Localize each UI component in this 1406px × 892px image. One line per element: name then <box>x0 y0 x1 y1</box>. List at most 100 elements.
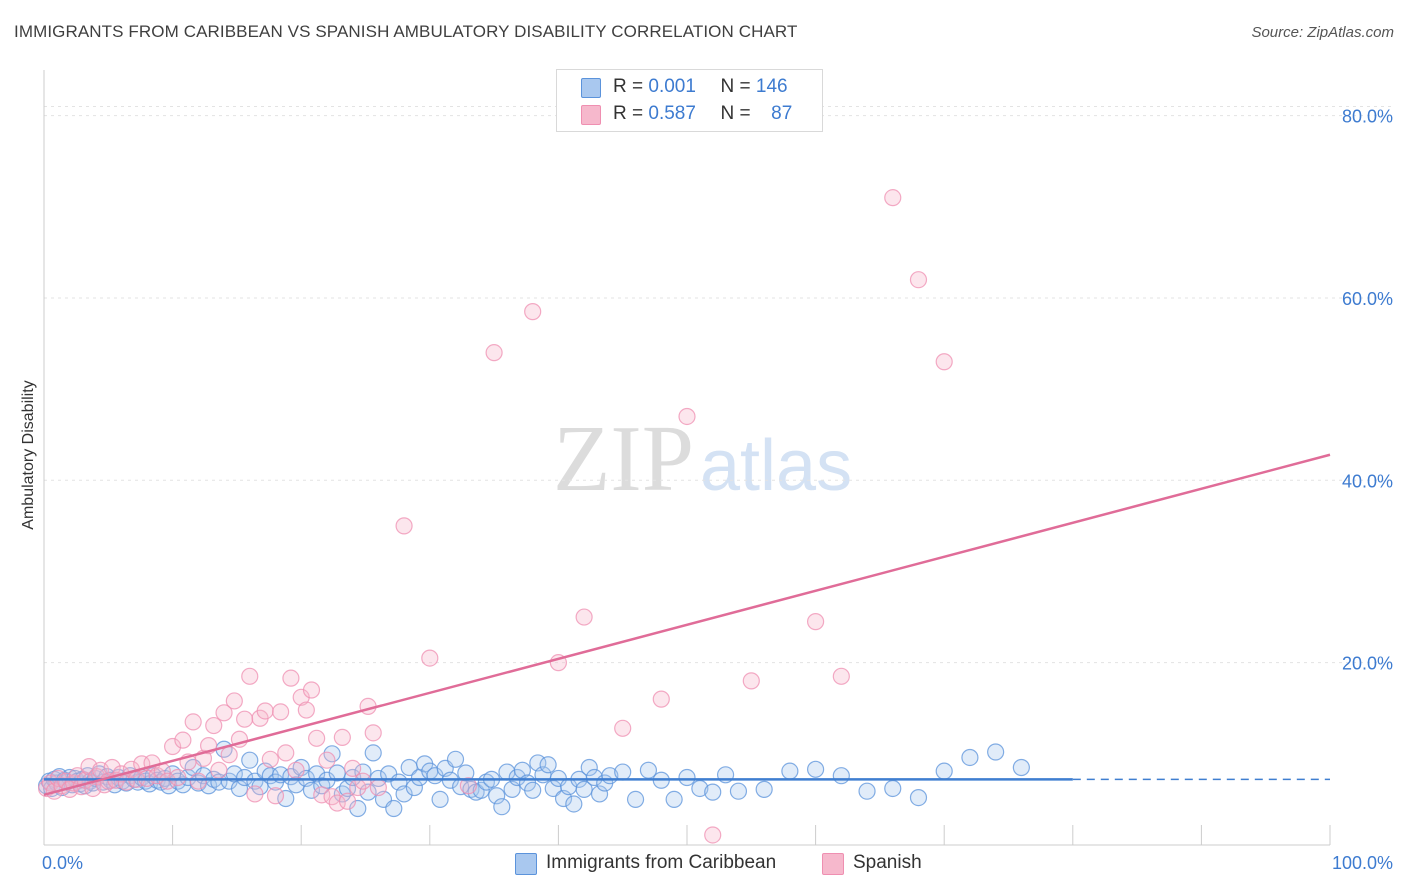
data-point <box>961 748 979 767</box>
correlation-legend: R = 0.001 N = 146 R = 0.587 N = 87 <box>556 69 823 132</box>
data-point <box>987 743 1005 761</box>
data-point <box>292 758 310 777</box>
source-label[interactable]: Source: ZipAtlas.com <box>1251 24 1394 41</box>
data-point <box>590 785 609 803</box>
data-point <box>832 667 850 685</box>
legend-swatch-spanish <box>581 105 601 125</box>
data-point <box>215 704 233 722</box>
data-point <box>364 724 382 742</box>
tick-labels: 20.0% 40.0% 60.0% 80.0% 0.0% 100.0% <box>42 107 1393 873</box>
data-point <box>287 761 305 779</box>
data-point <box>459 777 477 795</box>
y-axis-label: Ambulatory Disability <box>20 380 37 530</box>
y-tick-label: 40.0% <box>1342 471 1393 491</box>
data-point <box>565 795 583 813</box>
data-point <box>575 780 593 798</box>
data-point <box>302 681 321 699</box>
bottom-legend-swatch-caribbean <box>515 853 537 875</box>
data-point <box>333 728 351 747</box>
data-point <box>277 744 295 762</box>
data-point <box>158 772 177 790</box>
data-point <box>369 778 387 797</box>
data-point <box>103 758 121 777</box>
data-point <box>909 788 928 807</box>
data-point <box>318 751 336 769</box>
data-point <box>241 751 259 769</box>
data-point <box>457 764 475 782</box>
data-point <box>236 710 254 728</box>
data-point <box>1012 758 1030 777</box>
data-point <box>266 787 285 805</box>
data-point <box>488 787 506 805</box>
data-point <box>652 690 670 708</box>
data-point <box>385 799 403 818</box>
y-tick-label: 20.0% <box>1342 654 1393 674</box>
data-point <box>704 826 722 844</box>
data-point <box>704 783 722 801</box>
series-spanish <box>37 189 953 844</box>
data-point <box>884 779 902 798</box>
data-point <box>614 763 632 781</box>
data-point <box>729 782 748 800</box>
data-point <box>935 353 953 371</box>
data-point <box>220 746 238 764</box>
data-point <box>806 613 825 631</box>
data-point <box>344 768 362 787</box>
data-point <box>246 785 264 803</box>
trend-line-spanish <box>43 453 1331 797</box>
data-point <box>755 780 773 798</box>
bottom-legend-swatch-spanish <box>822 853 844 875</box>
data-point <box>524 781 542 799</box>
zipatlas-watermark: ZIPatlas <box>553 405 852 513</box>
legend-stats-caribbean: R = 0.001 N = 146 <box>613 76 788 98</box>
data-point <box>282 669 300 687</box>
data-point <box>493 798 511 816</box>
data-point <box>431 790 449 809</box>
data-point <box>580 758 598 777</box>
watermark-part-1: ZIP <box>553 407 694 511</box>
data-point <box>256 702 274 720</box>
y-tick-label: 80.0% <box>1342 107 1393 127</box>
data-point <box>174 731 192 749</box>
data-point <box>272 703 290 721</box>
data-point <box>359 783 377 801</box>
data-point <box>575 608 593 626</box>
data-point <box>241 667 259 685</box>
data-point <box>665 790 683 809</box>
data-point <box>626 790 645 809</box>
data-point <box>858 782 876 800</box>
data-point <box>485 344 503 362</box>
data-point <box>277 789 295 808</box>
data-point <box>328 764 346 782</box>
chart-title: IMMIGRANTS FROM CARIBBEAN VS SPANISH AMB… <box>14 22 798 41</box>
data-point <box>225 692 243 710</box>
data-point <box>909 271 928 289</box>
data-point <box>935 762 953 780</box>
data-point <box>261 750 279 768</box>
r-value: 0.587 <box>648 103 696 124</box>
r-label: R = <box>613 76 644 97</box>
data-point <box>477 773 495 791</box>
x-tick-label: 100.0% <box>1332 853 1393 873</box>
data-point <box>164 737 182 756</box>
data-point <box>297 701 315 719</box>
n-value: 146 <box>755 76 788 97</box>
data-point <box>236 768 254 787</box>
data-point <box>806 760 825 778</box>
data-point <box>884 189 902 207</box>
data-point <box>781 762 799 780</box>
data-point <box>742 672 760 690</box>
data-point <box>614 719 632 737</box>
data-point <box>524 303 542 321</box>
data-point <box>338 792 357 810</box>
data-point <box>832 767 850 785</box>
r-value: 0.001 <box>648 76 696 97</box>
data-point <box>308 729 326 747</box>
data-point <box>205 716 223 735</box>
x-tick-label: 0.0% <box>42 853 83 873</box>
data-point <box>287 776 305 794</box>
legend-stats-spanish: R = 0.587 N = 87 <box>613 103 792 125</box>
data-point <box>364 744 382 762</box>
data-point <box>344 759 362 778</box>
data-point <box>184 713 202 731</box>
